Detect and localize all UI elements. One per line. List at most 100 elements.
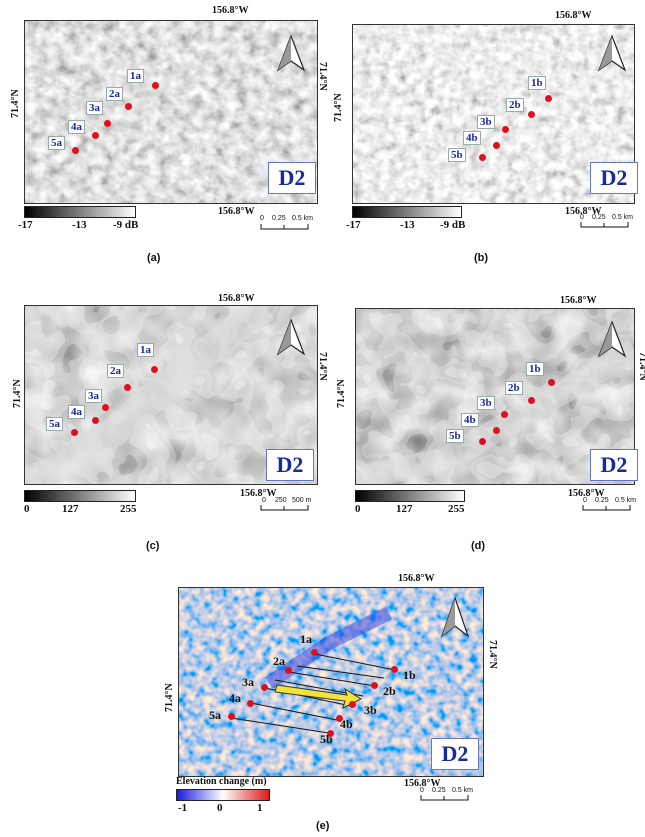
gray-image-d (355, 308, 635, 485)
sar-image-b (352, 24, 635, 204)
scale-c-0: 0 (262, 497, 266, 504)
colorbar-a-tick-max: -9 dB (113, 219, 139, 231)
point-1b (391, 666, 398, 673)
colorbar-d-tick-max: 255 (448, 503, 465, 515)
colorbar-a (24, 206, 136, 218)
scale-bar-b (580, 222, 629, 228)
colorbar-c-tick-max: 255 (120, 503, 137, 515)
site-badge-a: D2 (268, 162, 316, 194)
colorbar-d (355, 490, 465, 502)
scale-b-1: 0.25 (592, 214, 606, 221)
point-5b (479, 154, 486, 161)
panel-b-lon-top: 156.8°W (555, 10, 592, 21)
scale-a-2: 0.5 km (292, 215, 314, 222)
point-1a (152, 82, 159, 89)
label-1b: 1b (528, 76, 546, 90)
label-4b: 4b (461, 413, 479, 427)
colorbar-a-tick-min: -17 (18, 219, 33, 231)
label-5a: 5a (48, 136, 65, 150)
site-badge-c: D2 (266, 449, 314, 481)
colorbar-c-tick-min: 0 (24, 503, 30, 515)
panel-d-lat-left: 71.4°N (336, 379, 347, 408)
panel-c-lat-right: 71.4°N (317, 352, 328, 381)
point-2b (371, 682, 378, 689)
scale-d-1: 0.25 (595, 497, 609, 504)
label-3b: 3b (364, 703, 377, 717)
panel-e-lat-left: 71.4°N (164, 683, 175, 712)
label-2a: 2a (106, 87, 123, 101)
point-2b (528, 111, 535, 118)
label-1a: 1a (127, 69, 144, 83)
north-arrow-icon (597, 34, 627, 72)
point-5a (71, 429, 78, 436)
colorbar-d-tick-mid: 127 (396, 503, 413, 515)
north-arrow-icon (276, 318, 306, 356)
caption-e: (e) (316, 820, 330, 832)
point-5b (327, 730, 334, 737)
scale-bar-d (582, 505, 631, 511)
point-4b (493, 142, 500, 149)
scale-e-2: 0.5 km (452, 787, 474, 794)
point-3b (501, 411, 508, 418)
label-5b: 5b (448, 148, 466, 162)
colorbar-e (176, 789, 270, 801)
colorbar-e-tick-mid: 0 (217, 802, 223, 814)
label-2a: 2a (273, 654, 285, 668)
point-4a (92, 417, 99, 424)
gray-image-c (24, 305, 318, 485)
label-1a: 1a (300, 632, 312, 646)
panel-b-lat-left: 71.4°N (333, 93, 344, 122)
scale-c-2: 500 m (292, 497, 312, 504)
point-4b (336, 715, 343, 722)
point-4a (247, 700, 254, 707)
panel-d-lon-top: 156.8°W (560, 295, 597, 306)
caption-d: (d) (471, 540, 486, 552)
colorbar-b (352, 206, 462, 218)
point-3b (349, 701, 356, 708)
colorbar-e-title: Elevation change (m) (176, 776, 267, 787)
panel-a-lon-top: 156.8°W (212, 5, 249, 16)
label-3a: 3a (86, 101, 103, 115)
colorbar-b-tick-max: -9 dB (440, 219, 466, 231)
panel-a-lat-right: 71.4°N (317, 62, 328, 91)
colorbar-b-tick-mid: -13 (400, 219, 415, 231)
point-1b (545, 95, 552, 102)
caption-c: (c) (146, 540, 160, 552)
panel-e-lon-top: 156.8°W (398, 573, 435, 584)
panel-c-lat-left: 71.4°N (12, 379, 23, 408)
colorbar-d-tick-min: 0 (355, 503, 361, 515)
scale-bar-e (420, 795, 469, 801)
point-3a (104, 120, 111, 127)
label-3a: 3a (242, 675, 254, 689)
colorbar-b-tick-min: -17 (346, 219, 361, 231)
colorbar-e-tick-min: -1 (178, 802, 188, 814)
colorbar-e-tick-max: 1 (257, 802, 263, 814)
colorbar-a-tick-mid: -13 (72, 219, 87, 231)
panel-a-lat-left: 71.4°N (10, 89, 21, 118)
north-arrow-icon (440, 596, 470, 638)
label-4a: 4a (229, 691, 241, 705)
label-2b: 2b (505, 381, 523, 395)
point-1b (548, 379, 555, 386)
site-badge-b: D2 (590, 162, 638, 194)
scale-bar-a (260, 224, 309, 230)
site-badge-e: D2 (431, 738, 479, 770)
point-2a (285, 667, 292, 674)
scale-e-1: 0.25 (432, 787, 446, 794)
panel-c-lon-top: 156.8°W (218, 293, 255, 304)
north-arrow-icon (597, 320, 627, 358)
label-3b: 3b (477, 115, 495, 129)
panel-a-lon-bottom: 156.8°W (218, 206, 255, 217)
label-5a: 5a (46, 417, 63, 431)
point-1a (151, 366, 158, 373)
label-5b: 5b (320, 732, 333, 746)
panel-e-lat-right: 71.4°N (487, 640, 498, 669)
label-1a: 1a (137, 343, 154, 357)
scale-a-1: 0.25 (272, 215, 286, 222)
panel-d-lat-right: 71.4°N (637, 352, 645, 381)
label-4b: 4b (340, 717, 353, 731)
label-5a: 5a (209, 708, 221, 722)
point-3b (502, 126, 509, 133)
label-2b: 2b (506, 98, 524, 112)
colorbar-c (24, 490, 136, 502)
